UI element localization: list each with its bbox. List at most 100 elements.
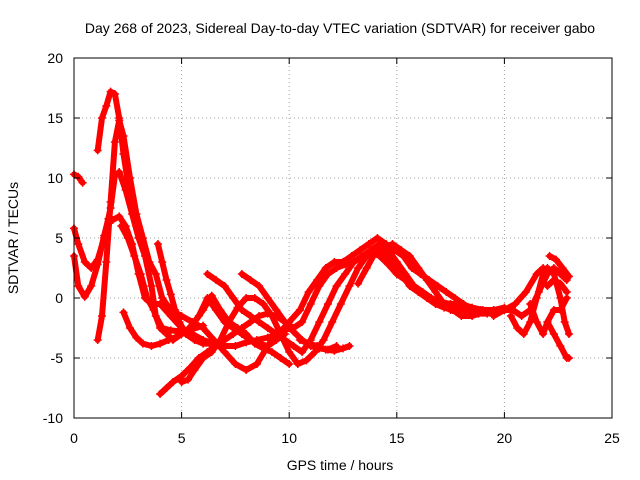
data-point-marker xyxy=(259,300,268,308)
data-point-marker xyxy=(558,264,567,272)
data-point-marker xyxy=(162,330,171,338)
data-point-marker xyxy=(448,306,457,314)
data-point-marker xyxy=(323,300,332,308)
data-point-marker xyxy=(315,282,324,290)
data-point-marker xyxy=(543,318,552,326)
data-point-marker xyxy=(345,342,354,350)
data-point-marker xyxy=(207,291,216,300)
data-point-marker xyxy=(74,282,83,290)
data-point-marker xyxy=(311,348,320,356)
data-point-marker xyxy=(280,318,289,326)
data-point-marker xyxy=(313,276,322,284)
data-point-marker xyxy=(156,390,165,398)
data-point-marker xyxy=(156,339,165,348)
data-point-marker xyxy=(220,282,229,290)
data-point-marker xyxy=(190,336,199,344)
data-point-marker xyxy=(255,318,264,326)
data-point-marker xyxy=(306,300,315,308)
data-point-marker xyxy=(156,324,165,332)
data-point-marker xyxy=(506,312,515,320)
data-point-marker xyxy=(252,360,261,368)
x-tick-label: 20 xyxy=(497,430,513,446)
data-point-marker xyxy=(106,198,115,206)
data-point-marker xyxy=(293,360,302,368)
data-point-marker xyxy=(166,290,175,299)
data-point-marker xyxy=(513,324,522,332)
x-tick-label: 15 xyxy=(389,430,405,446)
data-point-marker xyxy=(199,306,208,314)
y-tick-label: -10 xyxy=(43,410,63,426)
data-point-marker xyxy=(263,294,272,302)
data-point-marker xyxy=(263,333,272,342)
data-point-marker xyxy=(267,348,276,356)
data-point-marker xyxy=(166,326,175,335)
data-point-marker xyxy=(177,378,186,386)
data-point-marker xyxy=(181,330,190,338)
data-point-marker xyxy=(80,292,89,301)
data-point-marker xyxy=(339,258,347,266)
data-point-marker xyxy=(422,276,431,284)
data-point-marker xyxy=(336,300,345,308)
data-point-marker xyxy=(440,300,449,308)
data-point-marker xyxy=(272,330,281,338)
data-point-marker xyxy=(110,90,119,98)
data-point-marker xyxy=(93,336,102,344)
data-point-marker xyxy=(332,264,341,272)
data-point-marker xyxy=(173,332,182,341)
data-point-marker xyxy=(259,344,268,353)
data-point-marker xyxy=(397,246,406,254)
data-point-marker xyxy=(341,270,350,278)
data-point-marker xyxy=(190,318,199,326)
data-point-marker xyxy=(102,258,111,266)
axis-layer: 0 5 10 15 20 25 -10 -5 0 5 10 15 20 xyxy=(43,50,620,446)
data-point-marker xyxy=(521,288,530,296)
data-point-marker xyxy=(162,384,171,392)
data-point-marker xyxy=(564,272,573,281)
data-point-marker xyxy=(519,330,528,338)
data-point-marker xyxy=(313,342,322,350)
data-point-marker xyxy=(87,282,96,290)
data-point-marker xyxy=(237,306,246,314)
x-tick-label: 10 xyxy=(281,430,297,446)
data-point-marker xyxy=(564,354,573,362)
y-tick-label: 5 xyxy=(55,230,63,246)
data-point-marker xyxy=(184,375,193,384)
data-point-marker xyxy=(224,318,233,326)
data-point-marker xyxy=(119,132,128,140)
x-tick-label: 5 xyxy=(178,430,186,446)
data-point-marker xyxy=(246,312,255,320)
data-point-marker xyxy=(272,306,281,314)
data-point-marker xyxy=(242,366,251,374)
data-point-marker xyxy=(489,312,498,320)
data-point-marker xyxy=(354,264,363,272)
data-point-marker xyxy=(418,288,427,296)
data-point-marker xyxy=(162,276,171,284)
data-point-marker xyxy=(153,240,162,248)
data-point-marker xyxy=(410,282,419,290)
data-point-marker xyxy=(295,336,304,344)
data-point-marker xyxy=(364,240,373,248)
data-point-marker xyxy=(237,270,246,278)
data-point-marker xyxy=(549,276,558,284)
data-point-marker xyxy=(392,270,401,278)
data-point-marker xyxy=(231,360,240,368)
data-point-marker xyxy=(478,308,487,317)
data-point-marker xyxy=(433,282,442,290)
data-point-marker xyxy=(115,116,124,125)
data-point-marker xyxy=(216,306,225,314)
data-point-marker xyxy=(231,342,240,350)
data-point-marker xyxy=(115,212,124,221)
data-point-marker xyxy=(457,312,466,320)
data-point-marker xyxy=(130,252,139,260)
data-point-marker xyxy=(556,342,565,350)
data-point-marker xyxy=(401,270,410,278)
data-point-marker xyxy=(556,306,565,314)
data-point-marker xyxy=(373,234,382,242)
data-point-marker xyxy=(517,312,526,320)
data-point-marker xyxy=(199,354,208,362)
data-point-marker xyxy=(143,294,152,302)
data-point-marker xyxy=(526,300,535,308)
data-point-marker xyxy=(156,300,165,308)
data-point-marker xyxy=(158,258,167,266)
data-point-marker xyxy=(468,312,477,320)
